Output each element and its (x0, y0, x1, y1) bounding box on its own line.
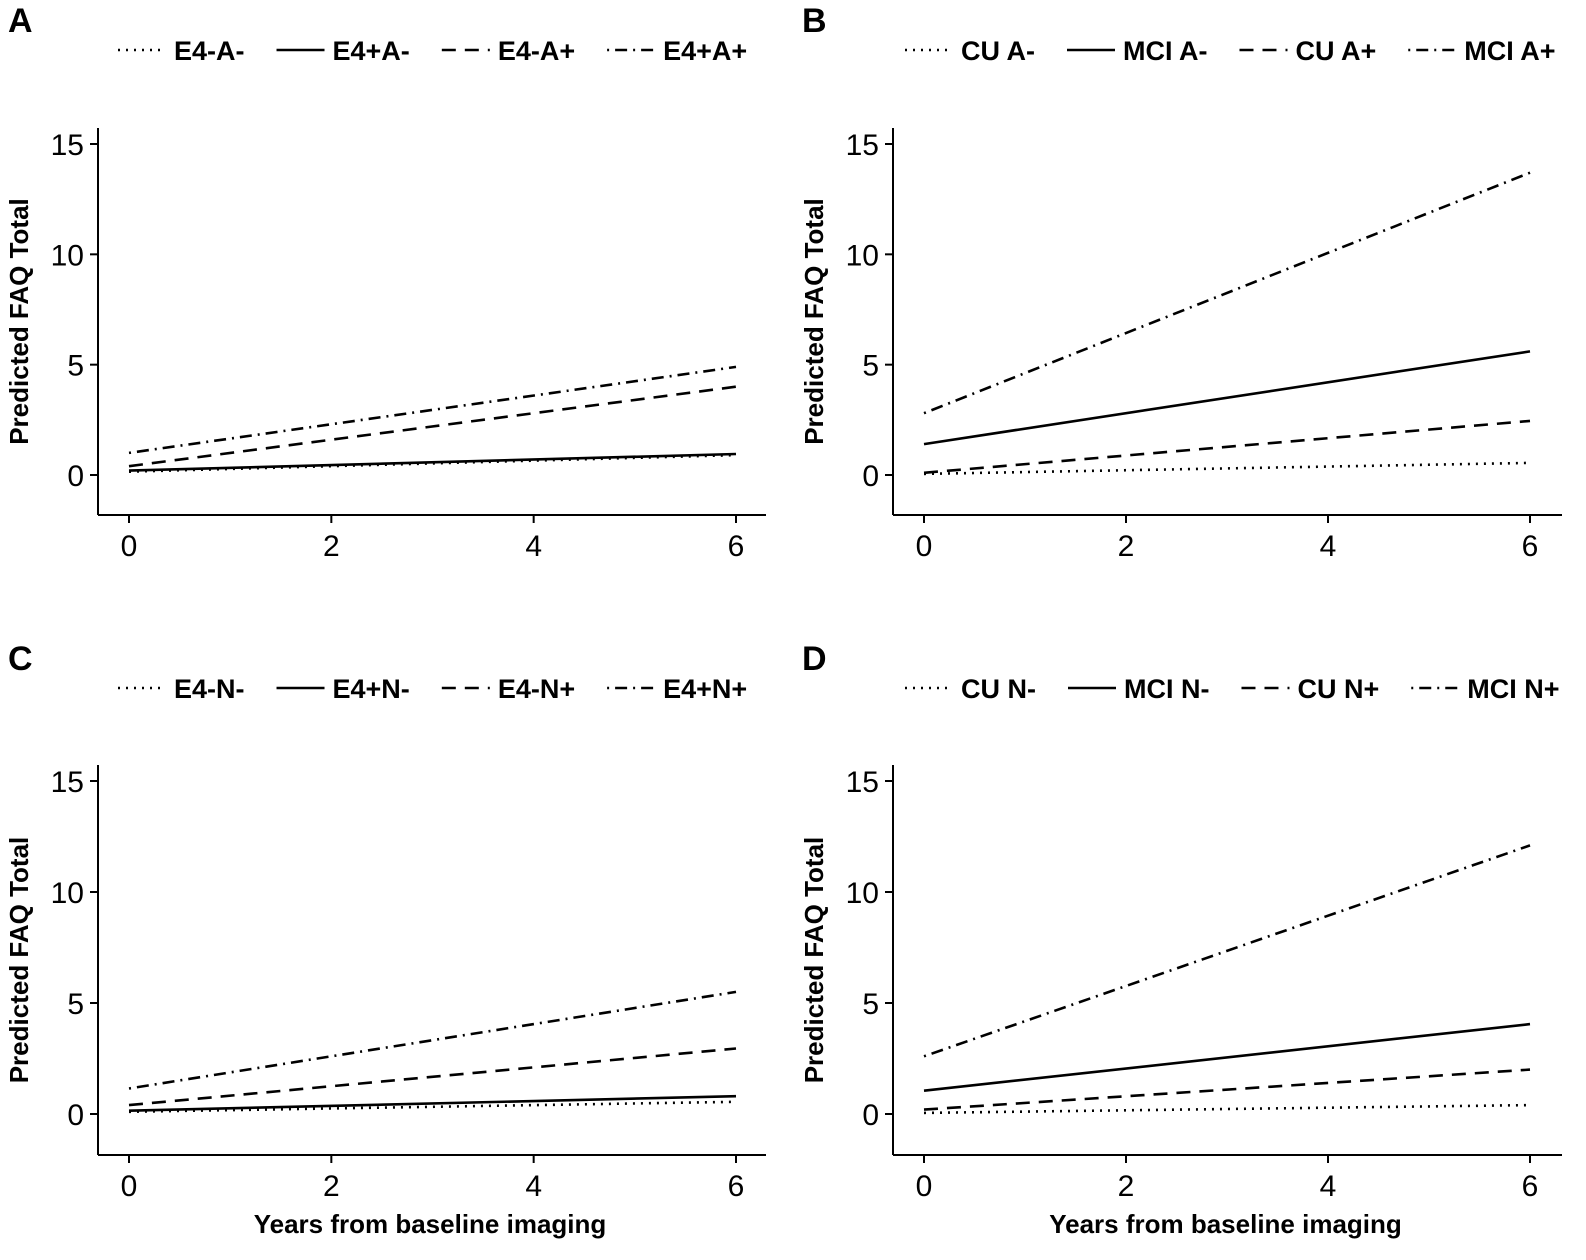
y-axis-title-d: Predicted FAQ Total (799, 837, 829, 1084)
x-tick-label-a-0: 0 (121, 530, 138, 563)
panel-letter-c: C (8, 640, 33, 678)
legend-label-a-3: E4+A+ (663, 36, 747, 66)
y-tick-label-a-10: 10 (51, 239, 84, 272)
y-tick-label-b-15: 15 (846, 129, 879, 162)
x-axis-title-d: Years from baseline imaging (1049, 1209, 1402, 1239)
x-tick-label-b-6: 6 (1522, 530, 1539, 563)
legend-label-c-3: E4+N+ (663, 674, 747, 704)
y-tick-label-b-5: 5 (862, 350, 879, 383)
series-line-d-1 (923, 1022, 1531, 1092)
series-line-b-0 (923, 461, 1531, 476)
legend-label-d-1: MCI N- (1124, 674, 1209, 704)
y-tick-label-c-0: 0 (67, 1099, 84, 1132)
x-tick-label-b-4: 4 (1320, 530, 1337, 563)
series-line-a-1 (128, 452, 737, 472)
y-tick-label-a-15: 15 (51, 129, 84, 162)
x-tick-label-d-4: 4 (1320, 1170, 1337, 1203)
panel-d: D CU N- MCI N- CU N+ MCI N+ 0 5 10 15 0 2 4 6 Predict… (799, 640, 1562, 1239)
y-tick-label-d-0: 0 (862, 1099, 879, 1132)
panel-letter-b: B (802, 2, 827, 40)
x-axis-title-c: Years from baseline imaging (254, 1209, 607, 1239)
y-tick-label-d-15: 15 (846, 766, 879, 799)
legend-label-b-3: MCI A+ (1464, 36, 1555, 66)
y-tick-label-a-0: 0 (67, 460, 84, 493)
panel-b: B CU A- MCI A- CU A+ MCI A+ 0 5 10 15 0 2 4 6 Predict… (799, 2, 1562, 563)
series-line-b-1 (923, 350, 1531, 446)
legend-label-a-1: E4+A- (333, 36, 410, 66)
x-tick-label-b-0: 0 (916, 530, 933, 563)
legend-label-d-3: MCI N+ (1467, 674, 1559, 704)
panel-c: C E4-N- E4+N- E4-N+ E4+N+ 0 5 10 15 0 2 4 6 Predicted… (4, 640, 766, 1239)
panel-letter-d: D (802, 640, 827, 678)
legend-label-b-0: CU A- (961, 36, 1035, 66)
x-tick-label-d-6: 6 (1522, 1170, 1539, 1203)
series-line-d-0 (923, 1103, 1531, 1115)
series-line-d-2 (923, 1068, 1531, 1111)
series-line-d-3 (923, 844, 1531, 1058)
legend-label-b-1: MCI A- (1123, 36, 1207, 66)
x-tick-label-c-4: 4 (525, 1170, 542, 1203)
y-tick-label-a-5: 5 (67, 350, 84, 383)
x-tick-label-b-2: 2 (1118, 530, 1135, 563)
y-tick-label-c-5: 5 (67, 988, 84, 1021)
x-tick-label-c-6: 6 (728, 1170, 745, 1203)
legend-label-c-2: E4-N+ (498, 674, 575, 704)
legend-label-d-0: CU N- (961, 674, 1036, 704)
series-line-c-1 (128, 1094, 737, 1112)
y-tick-label-b-0: 0 (862, 460, 879, 493)
y-tick-label-c-15: 15 (51, 766, 84, 799)
panel-letter-a: A (8, 2, 33, 40)
x-tick-label-a-6: 6 (728, 530, 745, 563)
x-tick-label-c-0: 0 (121, 1170, 138, 1203)
series-line-b-3 (923, 171, 1531, 415)
y-axis-title-c: Predicted FAQ Total (4, 837, 34, 1084)
series-line-c-3 (128, 990, 737, 1090)
x-tick-label-c-2: 2 (323, 1170, 340, 1203)
legend-label-d-2: CU N+ (1297, 674, 1379, 704)
series-line-a-3 (128, 365, 737, 455)
x-tick-label-a-2: 2 (323, 530, 340, 563)
panel-a: A E4-A- E4+A- E4-A+ E4+A+ 0 5 10 15 0 2 4 6 Predicted… (4, 2, 766, 563)
y-axis-title-b: Predicted FAQ Total (799, 198, 829, 445)
y-tick-label-c-10: 10 (51, 877, 84, 910)
y-tick-label-b-10: 10 (846, 239, 879, 272)
y-tick-label-d-5: 5 (862, 988, 879, 1021)
legend-label-b-2: CU A+ (1295, 36, 1376, 66)
legend-label-c-0: E4-N- (174, 674, 245, 704)
y-axis-title-a: Predicted FAQ Total (4, 198, 34, 445)
series-line-a-2 (128, 385, 737, 468)
legend-label-a-2: E4-A+ (498, 36, 575, 66)
legend-label-a-0: E4-A- (174, 36, 245, 66)
series-line-c-2 (128, 1047, 737, 1107)
y-tick-label-d-10: 10 (846, 877, 879, 910)
x-tick-label-a-4: 4 (525, 530, 542, 563)
x-tick-label-d-2: 2 (1118, 1170, 1135, 1203)
series-line-c-0 (128, 1100, 737, 1114)
series-line-b-2 (923, 419, 1531, 475)
legend-label-c-1: E4+N- (333, 674, 410, 704)
x-tick-label-d-0: 0 (916, 1170, 933, 1203)
